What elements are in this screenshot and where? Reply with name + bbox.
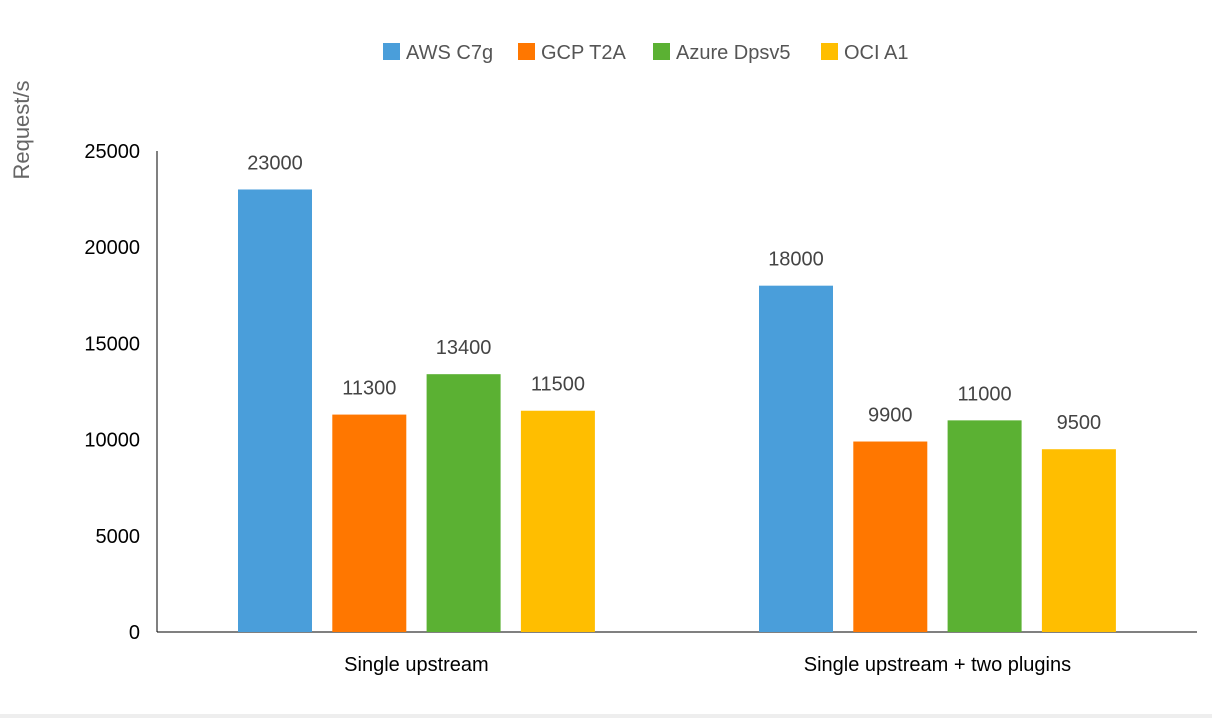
bar [1041,449,1116,632]
y-tick-label: 5000 [96,526,141,548]
bar [759,285,833,632]
data-label: 9500 [1057,412,1102,434]
y-axis-label: Request/s [9,80,34,179]
x-tick-label: Single upstream [344,654,489,676]
bar [426,374,501,632]
y-tick-label: 20000 [84,237,140,259]
legend-label: GCP T2A [541,42,627,64]
x-tick-label: Single upstream + two plugins [804,654,1071,676]
y-tick-label: 15000 [84,333,140,355]
legend-swatch [518,43,535,60]
bar [332,414,407,632]
y-tick-label: 25000 [84,141,140,163]
data-label: 23000 [247,152,303,174]
bar [520,410,595,632]
data-label: 18000 [768,249,824,271]
y-tick-label: 10000 [84,430,140,452]
legend-label: Azure Dpsv5 [676,42,791,64]
legend-swatch [653,43,670,60]
legend-label: OCI A1 [844,42,908,64]
data-label: 11300 [342,378,396,400]
bar [238,189,312,633]
data-label: 13400 [436,337,492,359]
data-label: 9900 [868,405,913,427]
bottom-divider [0,714,1212,718]
data-label: 11500 [531,374,585,396]
legend-swatch [383,43,400,60]
data-label: 11000 [958,383,1012,405]
legend-label: AWS C7g [406,42,493,64]
y-tick-label: 0 [129,622,140,644]
legend-swatch [821,43,838,60]
bar [947,420,1022,632]
bar [853,441,928,632]
